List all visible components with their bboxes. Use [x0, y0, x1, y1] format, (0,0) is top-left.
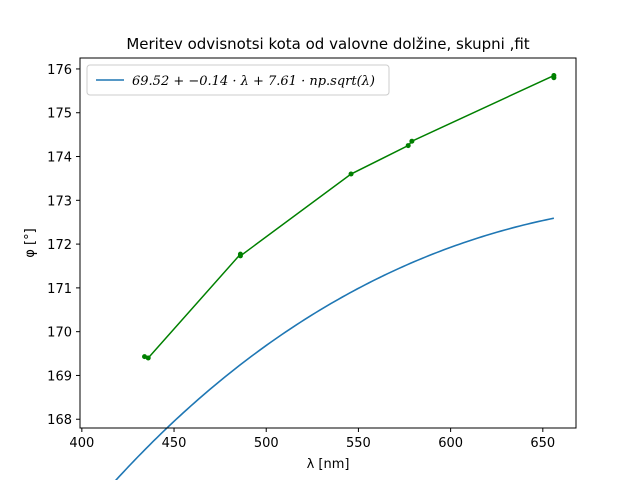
legend-label-fit: 69.52 + −0.14 · λ + 7.61 · np.sqrt(λ) — [132, 74, 375, 89]
y-tick-label: 172 — [47, 238, 72, 253]
x-tick-label: 450 — [162, 436, 187, 451]
x-tick-label: 500 — [254, 436, 279, 451]
y-axis-label: φ [°] — [23, 228, 38, 257]
y-tick-label: 173 — [47, 194, 72, 209]
y-tick-label: 169 — [47, 369, 72, 384]
x-axis-label: λ [nm] — [307, 457, 350, 472]
y-tick-label: 168 — [47, 413, 72, 428]
axes-border — [79, 57, 577, 429]
y-tick-label: 174 — [47, 151, 72, 166]
data-point — [409, 138, 415, 144]
legend: 69.52 + −0.14 · λ + 7.61 · np.sqrt(λ) — [86, 64, 390, 96]
data-point — [237, 253, 243, 259]
x-tick-label: 650 — [530, 436, 555, 451]
data-point — [551, 75, 557, 81]
chart-title: Meritev odvisnotsi kota od valovne dolži… — [126, 35, 529, 53]
series-layer — [114, 73, 557, 480]
x-axis-ticks: 400 450 500 550 600 650 — [69, 428, 555, 451]
y-axis-ticks: 168 169 170 171 172 173 174 175 176 — [47, 63, 80, 428]
y-tick-label: 175 — [47, 107, 72, 122]
y-tick-label: 171 — [47, 282, 72, 297]
data-point — [348, 171, 354, 177]
axes-frame — [80, 58, 576, 428]
y-tick-label: 176 — [47, 63, 72, 78]
plot-area — [79, 57, 577, 480]
x-tick-label: 600 — [438, 436, 463, 451]
data-point — [145, 355, 151, 361]
y-tick-label: 170 — [47, 326, 72, 341]
x-tick-label: 550 — [346, 436, 371, 451]
x-tick-label: 400 — [69, 436, 94, 451]
legend-frame — [86, 64, 390, 96]
fit-curve — [114, 217, 555, 480]
data-point — [405, 143, 411, 149]
